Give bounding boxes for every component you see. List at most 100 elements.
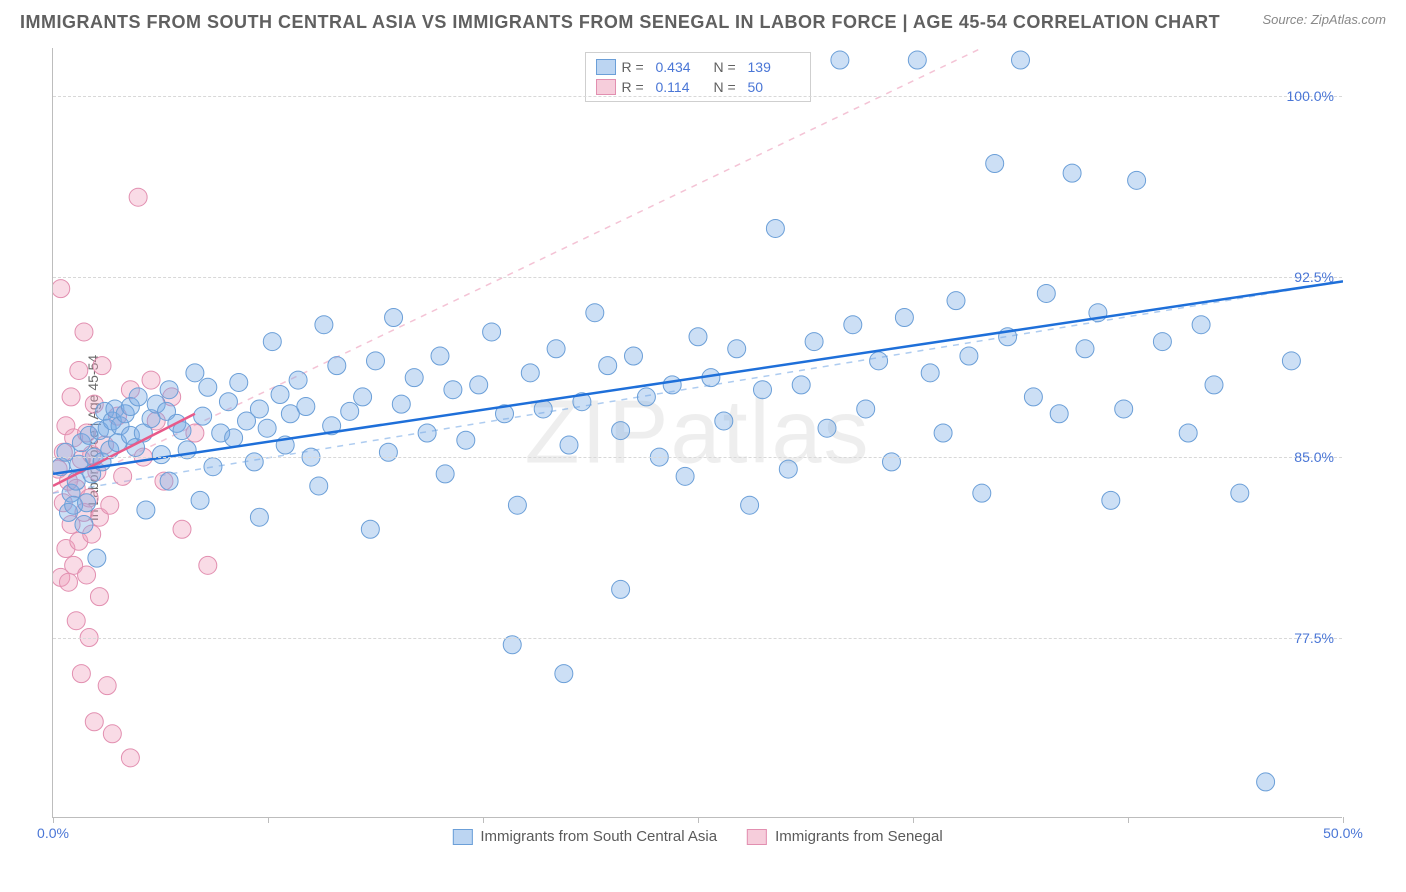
scatter-point (405, 369, 423, 387)
n-label: N = (714, 59, 742, 75)
r-value-0: 0.434 (656, 59, 708, 75)
scatter-point (547, 340, 565, 358)
scatter-point (431, 347, 449, 365)
scatter-point (483, 323, 501, 341)
scatter-point (436, 465, 454, 483)
scatter-point (129, 388, 147, 406)
x-tick (698, 817, 699, 823)
chart-plot-area: ZIPatlas R = 0.434 N = 139 R = 0.114 N =… (52, 48, 1342, 818)
scatter-point (418, 424, 436, 442)
scatter-point (160, 381, 178, 399)
chart-title: IMMIGRANTS FROM SOUTH CENTRAL ASIA VS IM… (20, 12, 1220, 33)
scatter-point (831, 51, 849, 69)
scatter-point (186, 364, 204, 382)
y-tick-label: 77.5% (1294, 630, 1334, 646)
scatter-point (85, 713, 103, 731)
scatter-point (857, 400, 875, 418)
scatter-point (844, 316, 862, 334)
legend-swatch-blue (596, 59, 616, 75)
scatter-point (779, 460, 797, 478)
scatter-point (250, 400, 268, 418)
scatter-point (230, 373, 248, 391)
scatter-point (586, 304, 604, 322)
series-legend: Immigrants from South Central Asia Immig… (452, 828, 942, 845)
scatter-point (328, 357, 346, 375)
gridline-horizontal (53, 457, 1342, 458)
scatter-point (1050, 405, 1068, 423)
scatter-point (78, 566, 96, 584)
scatter-point (1192, 316, 1210, 334)
scatter-point (129, 188, 147, 206)
x-tick (913, 817, 914, 823)
scatter-point (225, 429, 243, 447)
scatter-point (792, 376, 810, 394)
scatter-point (1231, 484, 1249, 502)
scatter-point (103, 725, 121, 743)
scatter-point (160, 472, 178, 490)
scatter-point (121, 749, 139, 767)
scatter-point (75, 515, 93, 533)
scatter-point (341, 402, 359, 420)
scatter-point (72, 665, 90, 683)
scatter-point (895, 309, 913, 327)
source-attribution: Source: ZipAtlas.com (1262, 12, 1386, 27)
gridline-horizontal (53, 638, 1342, 639)
scatter-point (818, 419, 836, 437)
y-tick-label: 92.5% (1294, 269, 1334, 285)
scatter-point (297, 398, 315, 416)
scatter-point (263, 333, 281, 351)
scatter-point (289, 371, 307, 389)
scatter-point (444, 381, 462, 399)
scatter-point (199, 556, 217, 574)
r-value-1: 0.114 (656, 79, 708, 95)
scatter-point (173, 520, 191, 538)
scatter-point (870, 352, 888, 370)
scatter-point (1012, 51, 1030, 69)
scatter-point (1153, 333, 1171, 351)
scatter-point (921, 364, 939, 382)
gridline-horizontal (53, 96, 1342, 97)
scatter-point (90, 588, 108, 606)
n-label: N = (714, 79, 742, 95)
scatter-point (70, 361, 88, 379)
scatter-point (53, 280, 70, 298)
scatter-point (78, 494, 96, 512)
scatter-point (521, 364, 539, 382)
x-tick (1343, 817, 1344, 823)
scatter-point (98, 677, 116, 695)
scatter-point (361, 520, 379, 538)
legend-swatch-blue (452, 829, 472, 845)
scatter-point (883, 453, 901, 471)
legend-item-0: Immigrants from South Central Asia (452, 828, 717, 845)
scatter-point (1282, 352, 1300, 370)
legend-swatch-pink (747, 829, 767, 845)
scatter-point (625, 347, 643, 365)
scatter-point (973, 484, 991, 502)
legend-label-0: Immigrants from South Central Asia (480, 828, 717, 845)
r-label: R = (622, 79, 650, 95)
scatter-point (676, 467, 694, 485)
scatter-point (1024, 388, 1042, 406)
scatter-point (219, 393, 237, 411)
scatter-point (986, 155, 1004, 173)
scatter-point (204, 458, 222, 476)
x-tick (53, 817, 54, 823)
scatter-point (310, 477, 328, 495)
scatter-point (1063, 164, 1081, 182)
scatter-point (59, 573, 77, 591)
scatter-point (1076, 340, 1094, 358)
scatter-point (805, 333, 823, 351)
x-tick-label: 0.0% (37, 825, 69, 841)
scatter-point (1037, 284, 1055, 302)
scatter-point (663, 376, 681, 394)
scatter-point (560, 436, 578, 454)
scatter-point (385, 309, 403, 327)
x-tick (268, 817, 269, 823)
scatter-point (908, 51, 926, 69)
scatter-point (1102, 491, 1120, 509)
scatter-point (194, 407, 212, 425)
x-tick (483, 817, 484, 823)
legend-swatch-pink (596, 79, 616, 95)
scatter-point (599, 357, 617, 375)
scatter-point (766, 219, 784, 237)
